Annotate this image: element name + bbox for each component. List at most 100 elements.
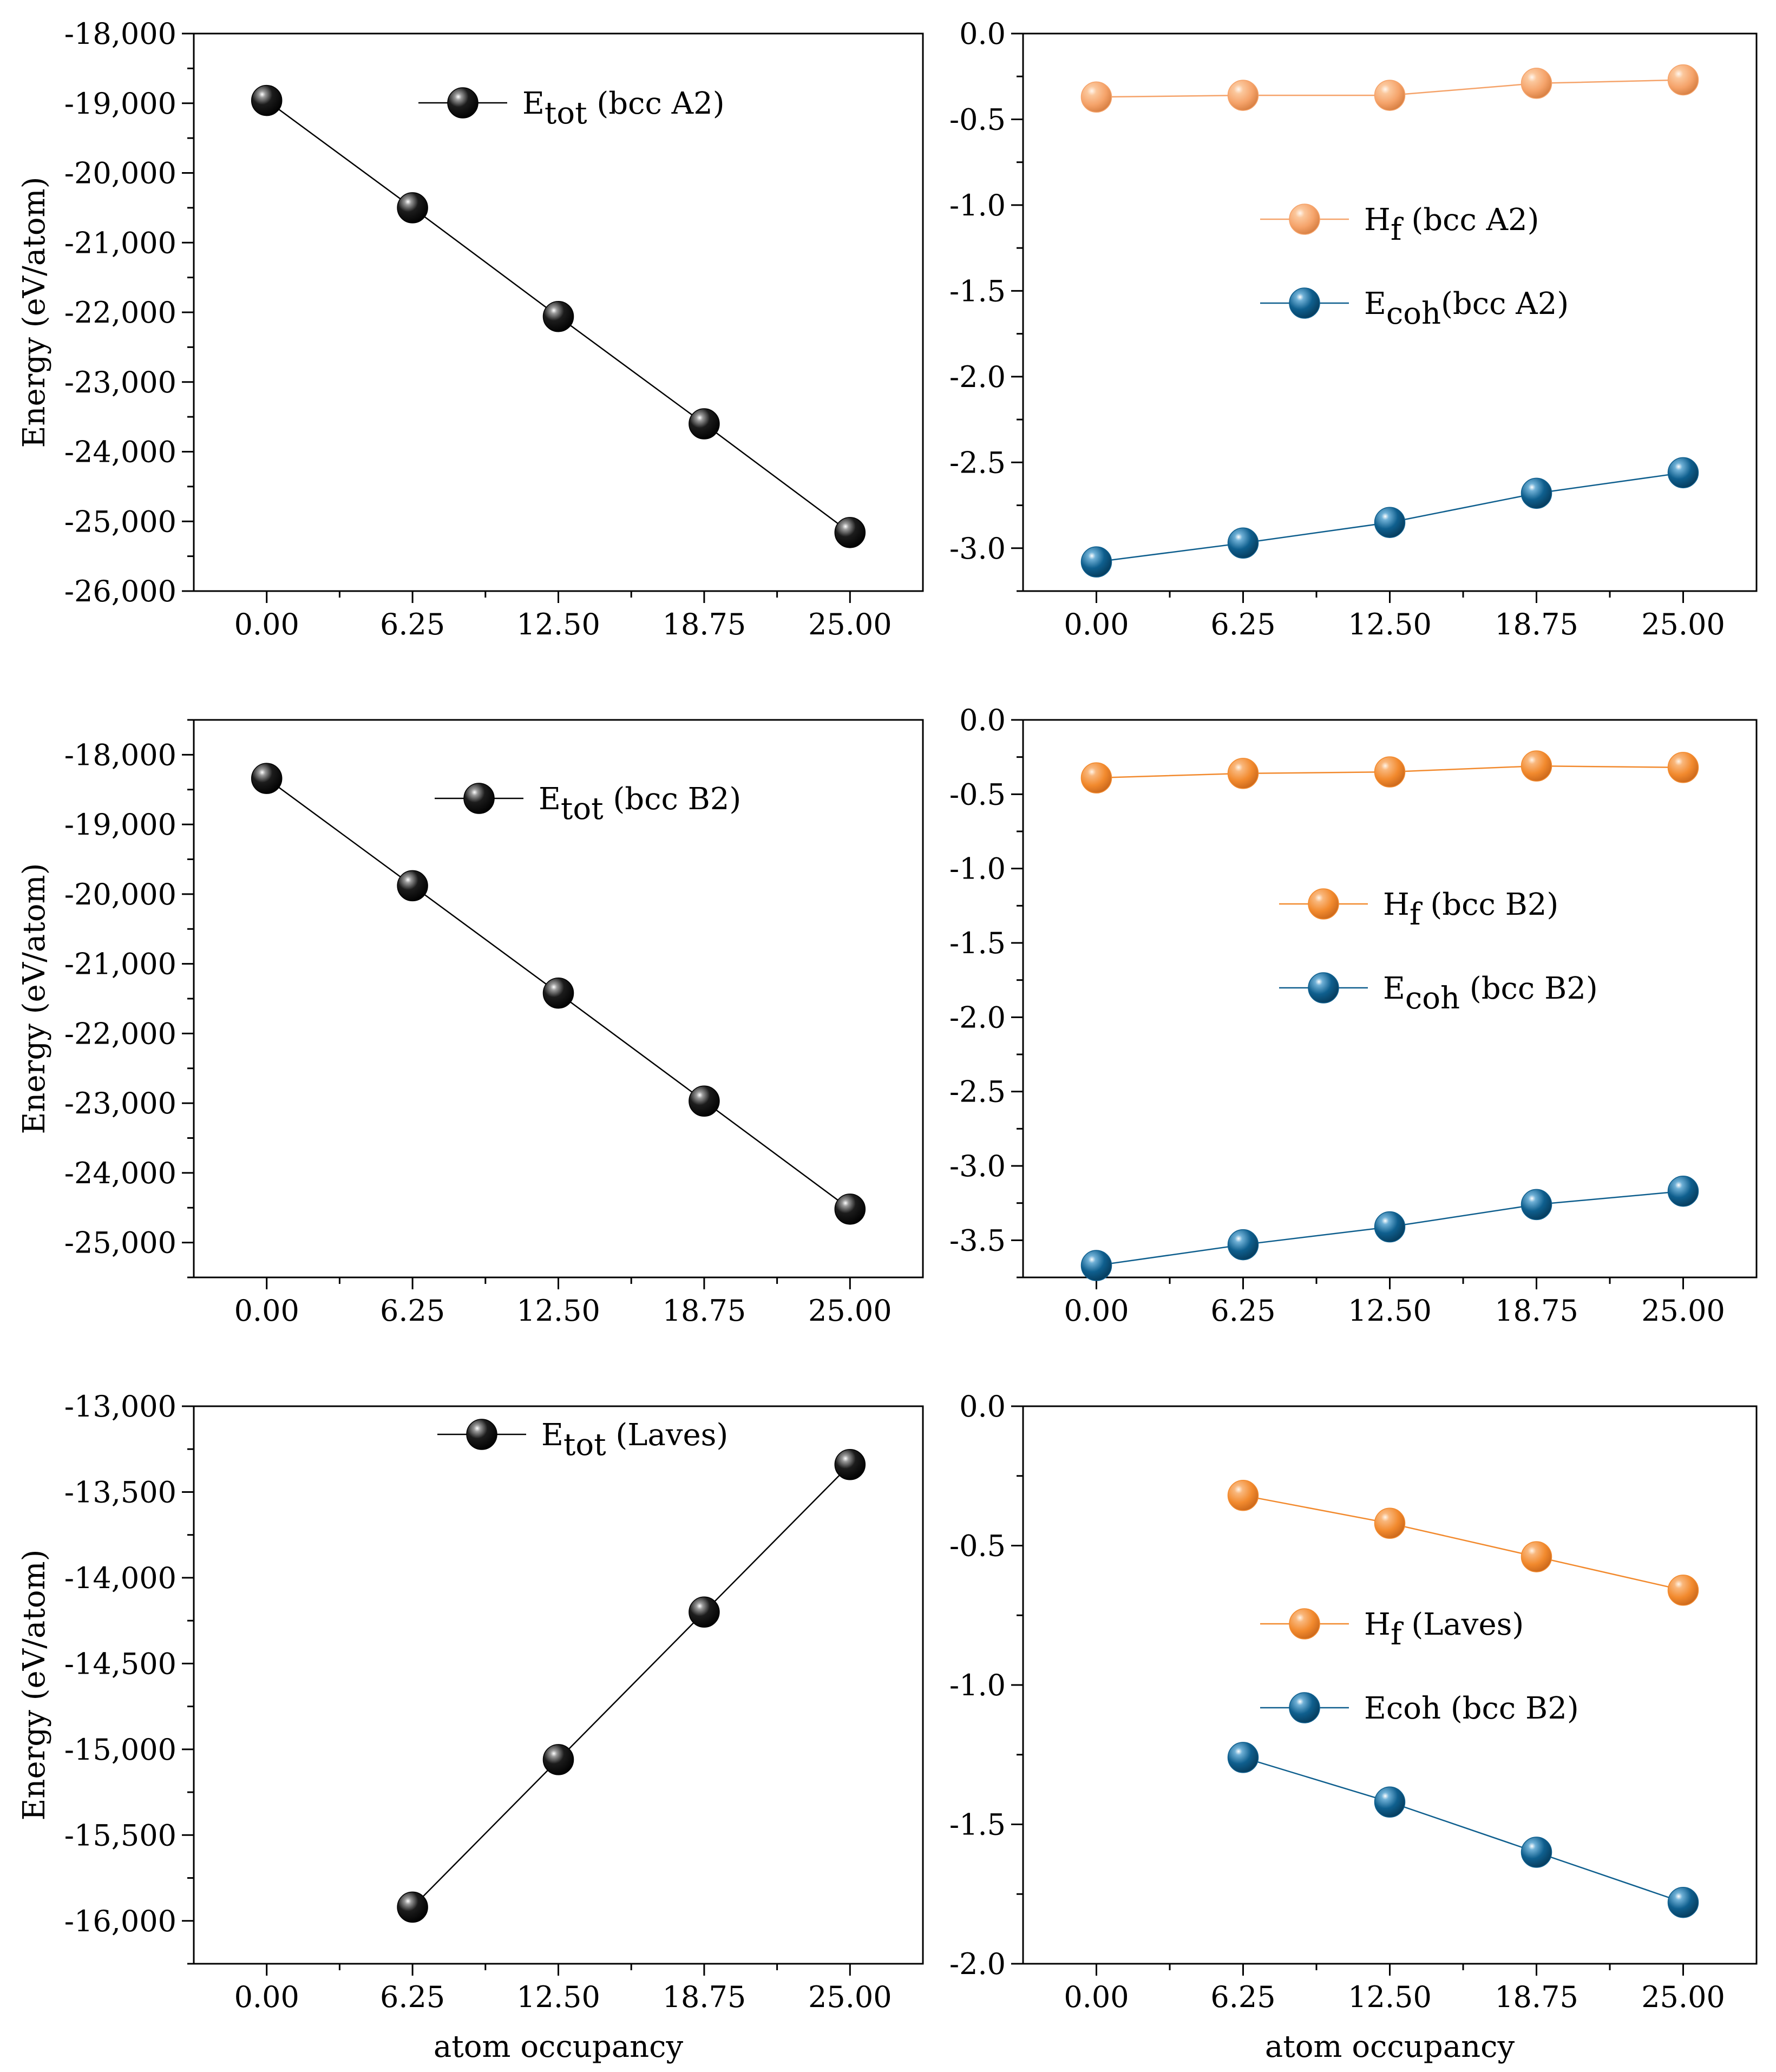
data-point xyxy=(1374,1507,1406,1539)
data-point xyxy=(1374,1786,1406,1818)
data-point xyxy=(1521,1189,1552,1221)
chart-panel-6: 0.0 -0.5 -1.0 -1.5 -2.0 0.00 6.25 12.50 18.75 25.… xyxy=(949,1389,1758,2064)
x-tick-label: 12.50 xyxy=(516,607,600,641)
series-line xyxy=(1243,1756,1683,1903)
data-point xyxy=(689,1596,720,1628)
chart-panel-3: -18,000 -19,000 -20,000 -21,000 -22,000 -23,0… xyxy=(17,719,924,1328)
data-point xyxy=(1227,758,1259,789)
y-tick-label: -2.0 xyxy=(949,1000,1006,1034)
data-point xyxy=(251,763,283,794)
y-axis-label: Energy (eV/atom) xyxy=(17,1550,52,1821)
y-tick-label: -1.5 xyxy=(949,274,1006,308)
y-tick-label: -19,000 xyxy=(64,808,176,842)
y-tick-label: -25,000 xyxy=(64,1226,176,1260)
y-tick-label: -15,000 xyxy=(64,1733,176,1767)
data-point xyxy=(1521,750,1552,782)
x-tick-label: 12.50 xyxy=(516,1980,600,2014)
y-tick-label: -21,000 xyxy=(64,226,176,260)
x-tick-label: 0.00 xyxy=(234,1294,299,1328)
data-point xyxy=(1667,64,1699,96)
y-tick-label: -1.0 xyxy=(949,188,1006,222)
data-point xyxy=(834,1449,866,1480)
data-point xyxy=(251,84,283,116)
x-tick-label: 18.75 xyxy=(1495,607,1578,641)
data-point xyxy=(542,977,574,1009)
x-tick-label: 0.00 xyxy=(1064,1294,1129,1328)
y-tick-label: -23,000 xyxy=(64,365,176,399)
x-tick-label: 18.75 xyxy=(663,607,746,641)
data-point xyxy=(1521,477,1552,509)
x-tick-label: 18.75 xyxy=(1495,1980,1578,2014)
x-tick-label: 12.50 xyxy=(1348,1980,1432,2014)
y-tick-label: -2.0 xyxy=(949,1947,1006,1981)
y-tick-label: -21,000 xyxy=(64,947,176,981)
x-tick-label: 0.00 xyxy=(1064,1980,1129,2014)
data-point xyxy=(1667,1886,1699,1918)
y-tick-label: -2.5 xyxy=(949,1075,1006,1109)
x-tick-label: 25.00 xyxy=(808,1294,892,1328)
x-tick-label: 18.75 xyxy=(663,1294,746,1328)
data-point xyxy=(834,517,866,548)
legend-marker xyxy=(463,783,495,814)
data-point xyxy=(1374,756,1406,788)
y-tick-label: -19,000 xyxy=(64,87,176,121)
legend-marker xyxy=(1289,1692,1320,1723)
data-point xyxy=(1667,752,1699,783)
y-tick-label: -24,000 xyxy=(64,435,176,469)
y-tick-label: -22,000 xyxy=(64,296,176,330)
data-point xyxy=(1080,546,1112,578)
chart-panel-5: -13,000 -13,500 -14,000 -14,500 -15,000 -15,5… xyxy=(17,1389,924,2064)
x-tick-label: 6.25 xyxy=(380,1294,445,1328)
y-tick-label: -23,000 xyxy=(64,1086,176,1120)
y-tick-label: -15,500 xyxy=(64,1818,176,1852)
data-point xyxy=(1227,1742,1259,1773)
x-tick-label: 18.75 xyxy=(663,1980,746,2014)
data-point xyxy=(1521,68,1552,99)
plot-frame xyxy=(1022,1405,1758,1965)
legend-marker xyxy=(1289,1608,1320,1640)
y-tick-label: -2.0 xyxy=(949,360,1006,394)
y-tick-label: -3.5 xyxy=(949,1223,1006,1257)
x-tick-label: 25.00 xyxy=(1641,1294,1725,1328)
data-point xyxy=(1374,507,1406,538)
legend-marker xyxy=(1308,972,1339,1004)
x-tick-label: 0.00 xyxy=(1064,607,1129,641)
y-tick-label: -20,000 xyxy=(64,877,176,912)
data-point xyxy=(1227,1229,1259,1261)
data-point xyxy=(1521,1837,1552,1868)
legend-label: Hf (bcc A2) xyxy=(1364,202,1539,247)
y-tick-label: -26,000 xyxy=(64,574,176,608)
x-tick-label: 25.00 xyxy=(1641,607,1725,641)
x-axis-label: atom occupancy xyxy=(434,2029,684,2064)
data-point xyxy=(1227,527,1259,559)
x-tick-label: 6.25 xyxy=(380,1980,445,2014)
legend-label: Ecoh(bcc A2) xyxy=(1364,286,1569,331)
data-point xyxy=(542,300,574,332)
x-tick-label: 6.25 xyxy=(1210,1294,1275,1328)
legend-label: Ecoh (bcc B2) xyxy=(1364,1691,1579,1726)
chart-panel-1: -18,000 -19,000 -20,000 -21,000 -22,000 -23,0… xyxy=(17,17,924,641)
y-tick-label: -24,000 xyxy=(64,1156,176,1190)
data-point xyxy=(1227,1480,1259,1511)
y-tick-label: -14,500 xyxy=(64,1647,176,1681)
legend-label: Hf (Laves) xyxy=(1364,1607,1524,1652)
plot-frame xyxy=(193,1405,924,1965)
y-tick-label: -13,500 xyxy=(64,1475,176,1509)
y-tick-label: -1.5 xyxy=(949,926,1006,960)
y-tick-label: -25,000 xyxy=(64,504,176,539)
y-tick-label: -20,000 xyxy=(64,156,176,191)
y-tick-label: -1.0 xyxy=(949,1668,1006,1702)
data-point xyxy=(1080,81,1112,113)
legend-label: Ecoh (bcc B2) xyxy=(1383,971,1598,1016)
x-tick-label: 0.00 xyxy=(234,607,299,641)
y-tick-label: -16,000 xyxy=(64,1904,176,1938)
data-point xyxy=(397,1891,428,1923)
data-point xyxy=(1080,762,1112,794)
y-tick-label: -14,000 xyxy=(64,1561,176,1595)
x-axis-label: atom occupancy xyxy=(1265,2029,1515,2064)
data-point xyxy=(1374,1211,1406,1243)
data-point xyxy=(1227,80,1259,111)
y-tick-label: -0.5 xyxy=(949,777,1006,811)
y-tick-label: -1.5 xyxy=(949,1808,1006,1842)
